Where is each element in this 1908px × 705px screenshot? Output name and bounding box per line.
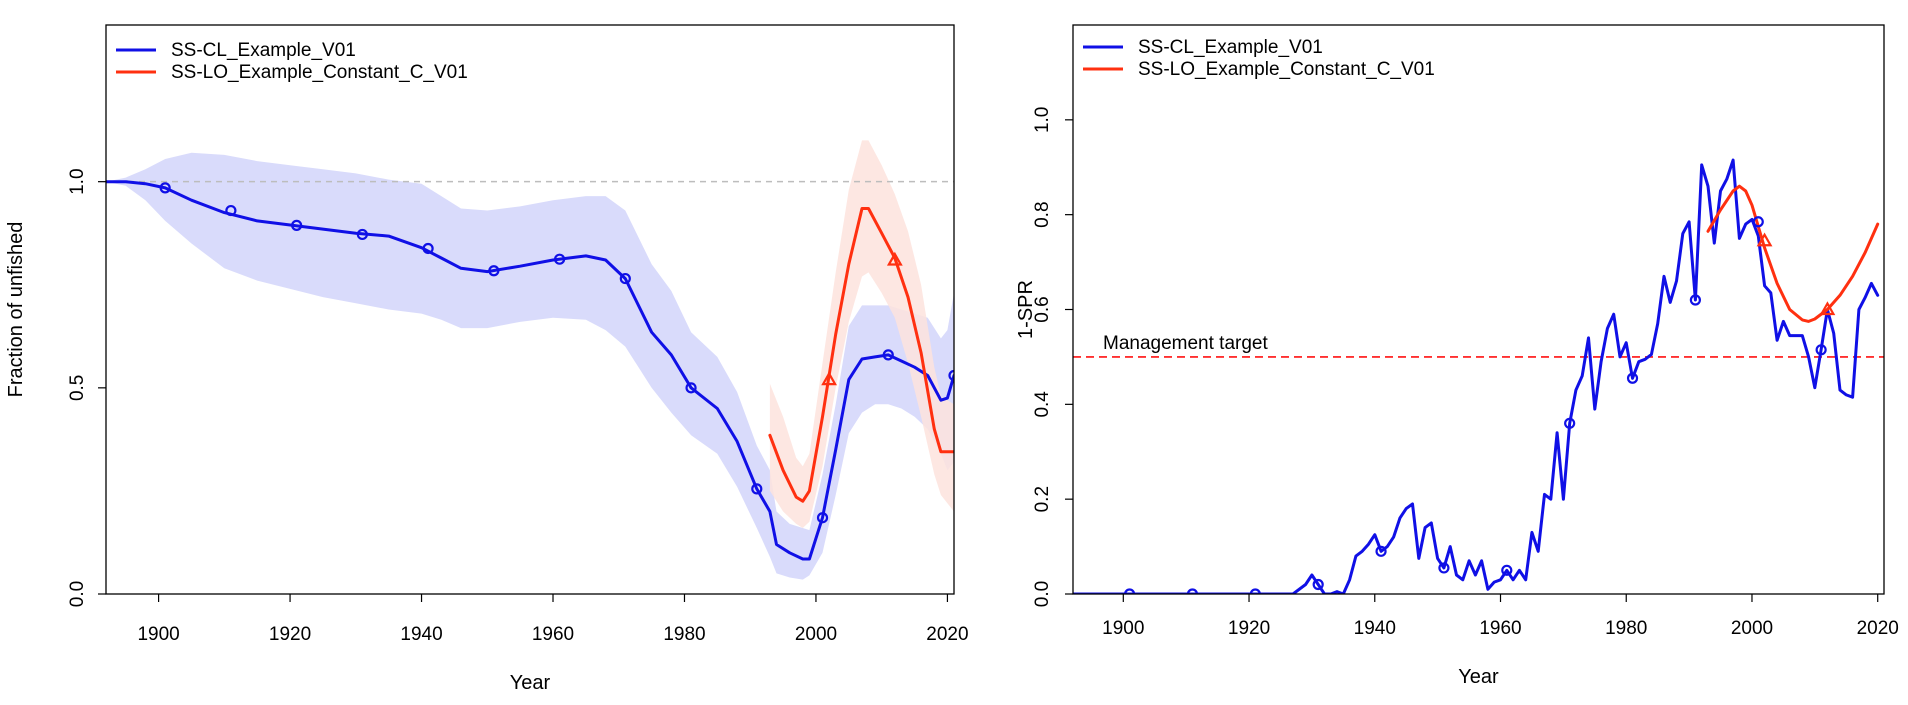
legend: SS-CL_Example_V01SS-LO_Example_Constant_… — [1083, 37, 1435, 80]
data-point-triangle — [886, 251, 903, 266]
data-point-circle — [1123, 588, 1136, 594]
y-tick-label: 1.0 — [1032, 107, 1053, 133]
x-tick-label: 2000 — [1731, 618, 1773, 639]
spr-panel: Management target 1900 1920 1940 1960 1980 200… — [1015, 24, 1899, 688]
x-tick-label: 1980 — [1605, 618, 1647, 639]
y-axis-title: Fraction of unfished — [5, 222, 27, 398]
x-tick-label: 1900 — [137, 624, 179, 645]
data-point-triangle — [1756, 232, 1773, 247]
series-line-lo — [768, 207, 954, 503]
data-point-triangle — [1819, 301, 1836, 316]
data-point-circle — [685, 382, 697, 394]
data-point-circle — [1501, 564, 1513, 576]
y-tick-label: 0.0 — [1032, 581, 1053, 607]
legend-label: SS-LO_Example_Constant_C_V01 — [1138, 59, 1435, 80]
fraction-unfished-panel: 1900 1920 1940 1960 1980 2000 2020 0.0 0.5 1.0 Yea… — [5, 24, 969, 694]
x-axis-title: Year — [1458, 666, 1499, 688]
data-point-circle — [1438, 562, 1450, 574]
x-tick-label: 1940 — [1354, 618, 1396, 639]
data-point-circle — [1564, 417, 1576, 429]
plot-area — [1073, 158, 1884, 594]
x-tick-label: 1980 — [663, 624, 705, 645]
data-point-circle — [422, 242, 434, 255]
y-tick-label: 0.6 — [1032, 296, 1053, 322]
data-point-circle — [1752, 216, 1764, 228]
y-tick-label: 0.5 — [67, 375, 88, 401]
data-point-circle — [356, 228, 368, 241]
data-point-circle — [553, 253, 566, 265]
confidence-band-lo — [769, 140, 954, 528]
y-tick-label: 0.0 — [67, 581, 88, 607]
data-point-circle — [948, 369, 954, 382]
x-tick-label: 2020 — [926, 624, 968, 645]
data-point-circle — [488, 265, 500, 277]
data-point-circle — [619, 272, 631, 285]
legend-label: SS-CL_Example_V01 — [171, 40, 356, 61]
legend: SS-CL_Example_V01SS-LO_Example_Constant_… — [116, 40, 468, 83]
data-point-circle — [1249, 588, 1261, 594]
data-point-circle — [1815, 344, 1827, 356]
y-tick-label: 1.0 — [67, 168, 88, 194]
x-tick-label: 2000 — [795, 624, 837, 645]
x-tick-label: 1960 — [1479, 618, 1521, 639]
data-point-circle — [1689, 294, 1701, 306]
data-point-triangle — [821, 371, 837, 386]
y-tick-label: 0.4 — [1032, 391, 1053, 418]
series-line-lo — [1706, 184, 1880, 323]
legend-label: SS-CL_Example_V01 — [1138, 37, 1323, 58]
plot-frame — [105, 24, 955, 595]
x-tick-label: 1960 — [532, 624, 574, 645]
data-point-circle — [1312, 578, 1324, 591]
plot-frame — [1072, 24, 1885, 595]
plot-area — [106, 140, 954, 580]
y-tick-label: 0.8 — [1032, 201, 1053, 227]
data-point-circle — [225, 204, 237, 217]
data-point-circle — [291, 219, 303, 231]
x-tick-label: 1900 — [1102, 618, 1144, 639]
x-tick-label: 1940 — [400, 624, 442, 645]
confidence-band-cl — [106, 152, 954, 580]
y-tick-label: 0.2 — [1032, 486, 1053, 512]
data-point-circle — [1375, 545, 1387, 557]
x-tick-label: 2020 — [1857, 618, 1899, 639]
data-point-circle — [159, 182, 171, 194]
data-point-circle — [882, 349, 894, 361]
data-point-circle — [1626, 372, 1639, 384]
x-tick-label: 1920 — [269, 624, 311, 645]
data-point-circle — [816, 512, 829, 524]
data-point-circle — [1186, 588, 1199, 594]
series-line-cl — [1073, 158, 1880, 594]
y-axis-title: 1-SPR — [1015, 280, 1037, 339]
x-axis-title: Year — [510, 672, 551, 694]
legend-label: SS-LO_Example_Constant_C_V01 — [171, 62, 468, 83]
management-target-label: Management target — [1103, 333, 1268, 354]
x-tick-label: 1920 — [1228, 618, 1270, 639]
data-point-circle — [751, 483, 763, 495]
series-line-cl — [106, 180, 954, 561]
